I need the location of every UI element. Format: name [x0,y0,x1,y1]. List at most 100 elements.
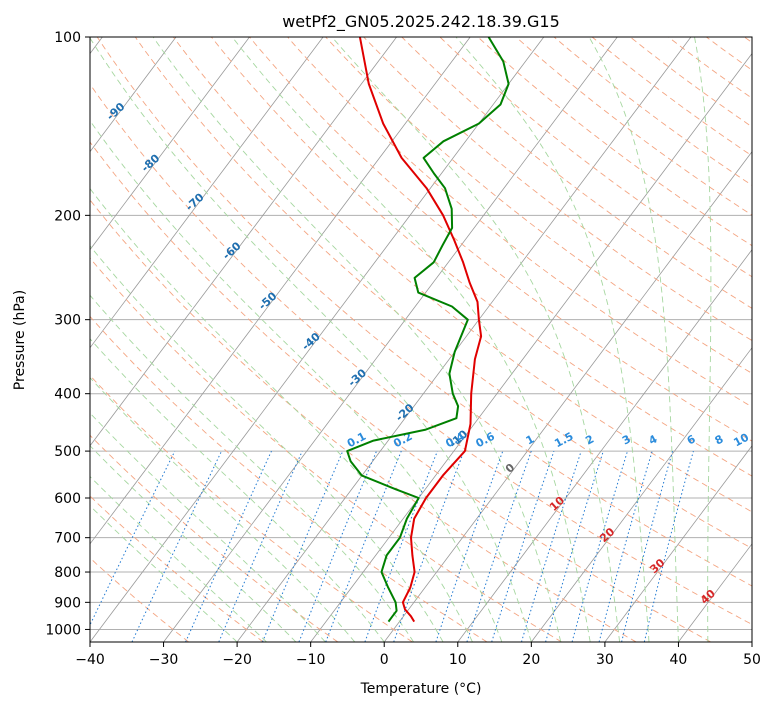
dry-adiabat-line [478,37,775,642]
dry-adiabat-line [630,37,775,642]
dry-adiabat-line [402,37,775,642]
mixing-ratio-line [644,451,693,642]
mixing-ratio-label: 1 [524,432,537,447]
moist-adiabat-line [153,37,561,642]
moist-adiabat-line [0,37,325,642]
mixing-ratio-label: 13 [759,431,775,450]
isotherm-label: -80 [139,151,163,174]
mixing-ratio-line [622,451,673,642]
x-tick-label: 0 [380,652,389,668]
y-axis-label: Pressure (hPa) [12,290,28,390]
moist-adiabat-lines [0,37,711,642]
isotherm-label: -50 [256,289,280,312]
y-tick-label: 1000 [45,622,81,638]
mixing-ratio-label: 4 [647,432,660,447]
y-tick-label: 200 [54,208,81,224]
moist-adiabat-line [589,37,678,642]
isotherm-line [16,37,470,642]
isotherm-line [752,37,775,642]
isotherm-line [678,37,775,642]
x-tick-label: 20 [522,652,540,668]
mixing-ratio-label: 8 [713,432,726,447]
x-tick-label: −40 [75,652,105,668]
isotherm-line [458,37,775,642]
mixing-ratio-line [599,451,652,642]
mixing-ratio-line [546,451,604,642]
isotherm-label: -70 [183,190,207,213]
dry-adiabat-line [0,37,562,642]
y-tick-label: 900 [54,595,81,611]
x-tick-label: −20 [222,652,252,668]
isotherm-label: -60 [220,239,244,262]
dry-adiabat-line [0,37,413,642]
pressure-grid [90,37,752,629]
mixing-ratio-lines [82,451,694,642]
y-tick-label: 800 [54,565,81,581]
y-axis-ticks: 100 200 300 400 500 600 700 800 900 1000 [45,30,90,638]
mixing-ratio-line [572,451,627,642]
mixing-ratio-label: 0.6 [474,430,498,451]
moist-adiabat-line [0,37,355,642]
isotherm-label: -90 [104,100,128,123]
isotherm-label: 10 [547,494,567,514]
isotherm-label: -40 [299,330,323,353]
moist-adiabat-line [0,37,473,642]
moist-adiabat-line [0,37,414,642]
mixing-ratio-line [436,451,503,642]
dry-adiabat-line [592,37,775,642]
moist-adiabat-line [0,37,267,642]
mixing-ratio-line [263,451,343,642]
mixing-ratio-line [492,451,554,642]
mixing-ratio-line [219,451,302,642]
mixing-ratio-line [82,451,175,642]
moist-adiabat-line [0,37,384,642]
mixing-ratio-label: 1.5 [552,430,575,451]
x-tick-label: 30 [596,652,614,668]
moist-adiabat-line [37,37,502,642]
mixing-ratio-label: 10 [731,431,751,450]
isotherm-label: 0 [503,461,518,476]
x-tick-label: −30 [149,652,179,668]
mixing-ratio-line [394,451,464,642]
dry-adiabat-lines [0,37,775,642]
isotherm-label: -20 [393,401,417,424]
dry-adiabat-line [364,37,775,642]
mixing-ratio-line [326,451,402,642]
y-tick-label: 700 [54,531,81,547]
mixing-ratio-label: 6 [685,432,698,447]
mixing-ratio-label: 2 [583,432,596,447]
dry-adiabat-line [744,37,775,642]
isotherm-line [531,37,775,642]
x-tick-label: 10 [449,652,467,668]
isotherm-lines [0,37,775,642]
moist-adiabat-line [0,37,296,642]
isotherm-label: -100 [58,56,87,84]
x-axis-label: Temperature (°C) [360,681,482,697]
dry-adiabat-line [706,37,775,642]
background-lines: -100-90-80-70-60-50-40-30-20-10010203040… [0,37,775,642]
isotherm-line [0,37,250,642]
dry-adiabat-line [21,37,711,642]
isotherm-label: 20 [597,525,617,545]
x-tick-label: −10 [296,652,326,668]
x-tick-label: 50 [743,652,761,668]
chart-title: wetPf2_GN05.2025.242.18.39.G15 [282,12,560,32]
moist-adiabat-line [456,37,649,642]
isotherm-line [384,37,775,642]
isotherm-line [0,37,323,642]
y-tick-label: 100 [54,30,81,46]
dry-adiabat-line [0,37,189,642]
x-tick-label: 40 [670,652,688,668]
y-tick-label: 400 [54,387,81,403]
y-tick-label: 500 [54,444,81,460]
moist-adiabat-line [0,37,237,642]
y-tick-label: 600 [54,491,81,507]
isotherm-label: 40 [698,587,718,607]
dry-adiabat-line [554,37,775,642]
isotherm-line [0,37,397,642]
isotherm-label: -30 [346,366,370,389]
x-axis-ticks: −40 −30 −20 −10 0 10 20 30 40 50 [75,642,761,668]
y-tick-label: 300 [54,313,81,329]
